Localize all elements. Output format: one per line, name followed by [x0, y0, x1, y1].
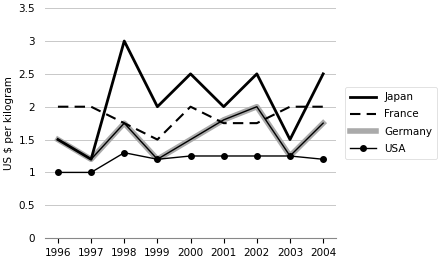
Legend: Japan, France, Germany, USA: Japan, France, Germany, USA [344, 87, 437, 159]
Y-axis label: US $ per kilogram: US $ per kilogram [4, 76, 14, 170]
